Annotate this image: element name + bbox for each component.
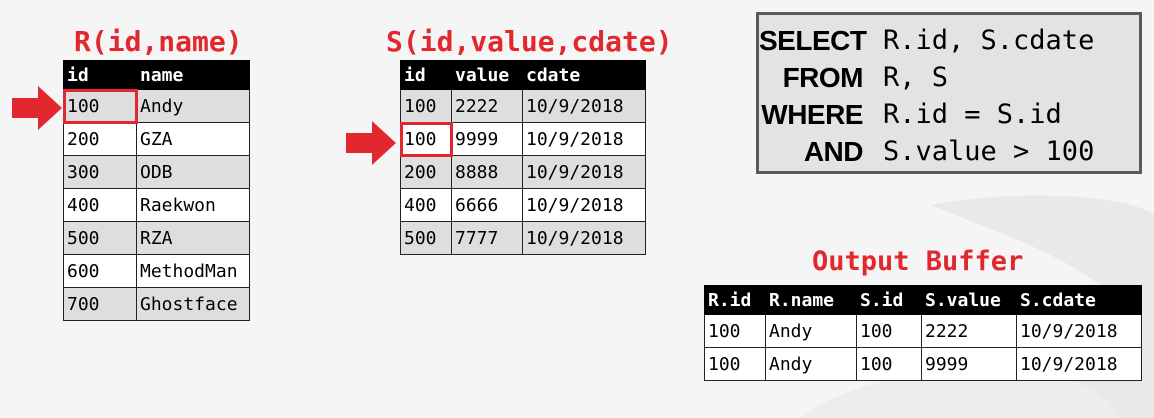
table-s-cell-cdate: 10/9/2018	[522, 155, 646, 189]
sql-line-from: FROM R, S	[759, 60, 948, 96]
table-s-cell-cdate: 10/9/2018	[522, 89, 646, 123]
table-s-cell-id: 500	[400, 221, 452, 255]
output-cell: 100	[704, 347, 766, 381]
table-r-cell-name: GZA	[136, 122, 250, 156]
table-s-row: 500 7777 10/9/2018	[400, 221, 646, 255]
table-s-cell-value: 7777	[451, 221, 523, 255]
table-r-row: 400 Raekwon	[63, 188, 250, 222]
table-r-row: 300 ODB	[63, 155, 250, 189]
table-r-cell-id: 700	[63, 287, 137, 321]
table-s-cell-value: 8888	[451, 155, 523, 189]
table-r: id name 100 Andy 200 GZA 300 ODB 400 Rae…	[62, 60, 250, 321]
table-r-header-id: id	[63, 60, 137, 90]
table-s: id value cdate 100 2222 10/9/2018 100 99…	[399, 60, 646, 255]
table-s-cell-cdate: 10/9/2018	[522, 122, 646, 156]
table-r-cell-name: MethodMan	[136, 254, 250, 288]
sql-clause: R.id, S.cdate	[883, 25, 1095, 56]
table-r-header-name: name	[136, 60, 250, 90]
table-s-row: 100 9999 10/9/2018	[399, 121, 646, 157]
output-cell: 100	[856, 314, 922, 348]
table-s-header-value: value	[451, 60, 523, 90]
table-r-cell-id: 600	[63, 254, 137, 288]
sql-keyword: AND	[803, 136, 864, 167]
output-buffer-title: Output Buffer	[812, 246, 1024, 277]
table-r-cell-name: Andy	[136, 89, 250, 123]
table-s-cell-id: 100	[400, 89, 452, 123]
table-r-cell-name: Raekwon	[136, 188, 250, 222]
sql-clause: R.id = S.id	[883, 99, 1062, 130]
output-cell: Andy	[765, 314, 857, 348]
output-header-r-name: R.name	[765, 285, 857, 315]
output-row: 100 Andy 100 9999 10/9/2018	[704, 347, 1142, 381]
output-cell: 100	[704, 314, 766, 348]
sql-line-where: WHERE R.id = S.id	[759, 97, 1062, 133]
table-r-cell-id: 100	[62, 88, 138, 124]
output-cell: Andy	[765, 347, 857, 381]
table-r-row: 600 MethodMan	[63, 254, 250, 288]
output-cell: 10/9/2018	[1016, 347, 1142, 381]
table-r-cell-id: 400	[63, 188, 137, 222]
table-r-pointer-arrow-icon	[12, 86, 62, 130]
sql-clause: R, S	[883, 62, 949, 93]
table-r-cell-name: ODB	[136, 155, 250, 189]
table-s-title: S(id,value,cdate)	[386, 25, 673, 58]
output-header-s-value: S.value	[921, 285, 1017, 315]
sql-keyword: WHERE	[761, 99, 863, 130]
table-s-cell-id: 400	[400, 188, 452, 222]
output-cell: 100	[856, 347, 922, 381]
table-r-row: 100 Andy	[62, 88, 250, 124]
sql-line-select: SELECT R.id, S.cdate	[759, 23, 1094, 59]
output-buffer-table: R.id R.name S.id S.value S.cdate 100 And…	[704, 285, 1142, 381]
table-s-cell-cdate: 10/9/2018	[522, 221, 646, 255]
output-header-r-id: R.id	[704, 285, 766, 315]
output-cell: 2222	[921, 314, 1017, 348]
output-header-s-id: S.id	[856, 285, 922, 315]
table-s-cell-value: 2222	[451, 89, 523, 123]
table-s-pointer-arrow-icon	[346, 121, 396, 165]
output-cell: 9999	[921, 347, 1017, 381]
table-s-row: 100 2222 10/9/2018	[400, 89, 646, 123]
sql-line-and: AND S.value > 100	[759, 134, 1095, 170]
table-s-cell-id: 100	[399, 121, 453, 157]
table-r-row: 500 RZA	[63, 221, 250, 255]
table-s-row: 200 8888 10/9/2018	[400, 155, 646, 189]
sql-keyword: SELECT	[759, 25, 867, 56]
table-r-row: 700 Ghostface	[63, 287, 250, 321]
table-r-title: R(id,name)	[74, 25, 243, 58]
sql-query-box: SELECT R.id, S.cdate FROM R, S WHERE R.id =…	[756, 12, 1142, 174]
table-s-header-cdate: cdate	[522, 60, 646, 90]
table-s-cell-cdate: 10/9/2018	[522, 188, 646, 222]
table-s-cell-value: 9999	[451, 122, 523, 156]
table-r-cell-name: RZA	[136, 221, 250, 255]
table-s-row: 400 6666 10/9/2018	[400, 188, 646, 222]
output-header-s-cdate: S.cdate	[1016, 285, 1142, 315]
table-r-cell-name: Ghostface	[136, 287, 250, 321]
table-r-row: 200 GZA	[63, 122, 250, 156]
table-r-cell-id: 300	[63, 155, 137, 189]
table-s-header-id: id	[400, 60, 452, 90]
table-r-cell-id: 500	[63, 221, 137, 255]
sql-keyword: FROM	[782, 62, 864, 93]
table-r-cell-id: 200	[63, 122, 137, 156]
sql-clause: S.value > 100	[883, 136, 1095, 167]
table-s-cell-value: 6666	[451, 188, 523, 222]
output-row: 100 Andy 100 2222 10/9/2018	[704, 314, 1142, 348]
table-s-cell-id: 200	[400, 155, 452, 189]
output-cell: 10/9/2018	[1016, 314, 1142, 348]
